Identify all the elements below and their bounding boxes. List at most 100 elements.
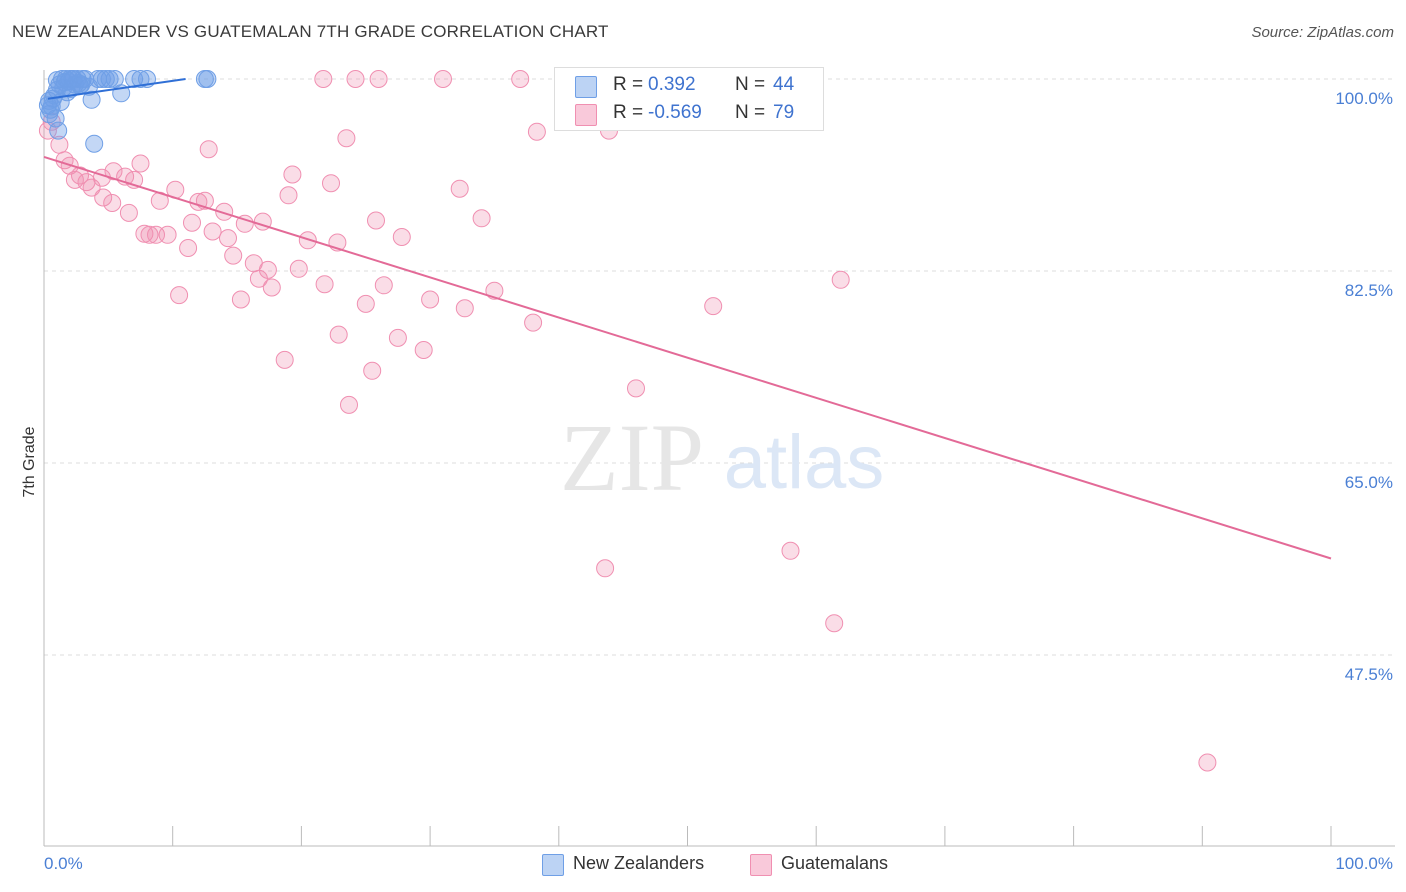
data-point [450,179,469,198]
trend-lines [43,78,1332,560]
watermark-zip: ZIP [560,404,704,511]
data-point [198,70,217,88]
trend-line [43,155,1332,560]
watermark: ZIP atlas [560,404,884,511]
data-point [199,140,218,159]
data-point [92,70,111,88]
legend-swatch-pink [575,104,597,126]
legend-n-label: N = [735,102,766,123]
data-point [71,166,89,185]
data-point [275,350,294,369]
data-point [831,270,850,289]
data-point [140,225,159,244]
data-point [781,541,800,560]
data-point [103,194,122,212]
data-point [235,214,254,233]
data-point [170,286,189,305]
data-point [472,209,491,228]
chart-source: Source: ZipAtlas.com [1251,24,1394,41]
data-point [85,134,104,153]
y-tick-label: 82.5% [1345,281,1393,300]
legend-n-label: N = [735,74,766,95]
axes [43,70,1395,847]
legend-r-label: R = [613,102,644,123]
data-point [47,71,66,90]
data-point [322,174,340,193]
data-point [485,281,504,300]
data-point [131,70,150,88]
data-point [421,290,440,309]
legend-r-value: 0.392 [648,74,696,95]
data-point [337,129,356,148]
data-point [434,70,452,88]
data-point [258,260,277,279]
data-point [119,203,138,222]
data-point [289,259,308,278]
data-point [72,75,91,94]
data-point [100,70,119,88]
legend-swatch-blue [542,854,564,876]
data-point [1198,753,1217,772]
y-tick-label: 47.5% [1345,665,1393,684]
legend-n-value: 79 [773,102,795,123]
chart-title: NEW ZEALANDER VS GUATEMALAN 7TH GRADE CO… [12,22,609,41]
data-point [262,278,281,297]
data-point [104,162,123,181]
data-point [414,341,433,359]
data-point [125,70,144,88]
data-point [40,105,59,124]
x-tick-label: 100.0% [1335,854,1393,873]
data-point [158,225,177,244]
data-point [203,222,222,241]
data-point [283,165,302,184]
data-point [704,297,723,316]
legend-n-value: 44 [773,74,795,95]
data-point [627,379,645,398]
data-point [94,188,113,207]
trend-line [47,78,186,100]
data-point [183,213,201,232]
data-point [388,328,407,347]
data-point [298,231,317,250]
tick-labels: 100.0% 82.5% 65.0% 47.5% 0.0% 100.0% [44,89,1393,873]
y-tick-label: 65.0% [1345,473,1393,492]
data-point [356,294,375,313]
legend-swatch-pink [750,854,772,876]
legend-row-new-zealanders: R = 0.392 N = 44 [555,72,823,100]
data-point [329,325,348,344]
legend-label: New Zealanders [573,853,705,873]
y-tick-label: 100.0% [1335,89,1393,108]
legend-r-value: -0.569 [648,102,702,123]
data-point [231,290,250,309]
data-point [367,211,385,230]
data-point [825,614,844,633]
data-point [82,90,101,109]
data-point [224,246,243,265]
data-point [219,229,237,248]
data-point [524,313,543,332]
data-point [131,154,150,173]
data-points [38,70,1217,772]
series-legend: New Zealanders Guatemalans [0,852,1406,878]
data-point [179,239,198,257]
y-axis-label: 7th Grade [21,426,38,497]
data-point [392,228,411,246]
legend-row-guatemalans: R = -0.569 N = 79 [555,100,823,128]
data-point [363,361,382,380]
data-point [596,559,615,578]
stats-legend: R = 0.392 N = 44 R = -0.569 N = 79 [554,67,824,131]
data-point [340,395,358,414]
data-point [215,202,234,221]
x-tick-label: 0.0% [44,854,83,873]
data-point [527,122,546,141]
watermark-atlas: atlas [724,420,885,505]
legend-swatch-blue [575,76,597,98]
data-point [279,186,298,205]
legend-r-label: R = [613,74,644,95]
data-point [315,275,334,294]
data-point [511,70,530,88]
data-point [455,299,474,318]
data-point [369,70,388,88]
data-point [314,70,333,88]
